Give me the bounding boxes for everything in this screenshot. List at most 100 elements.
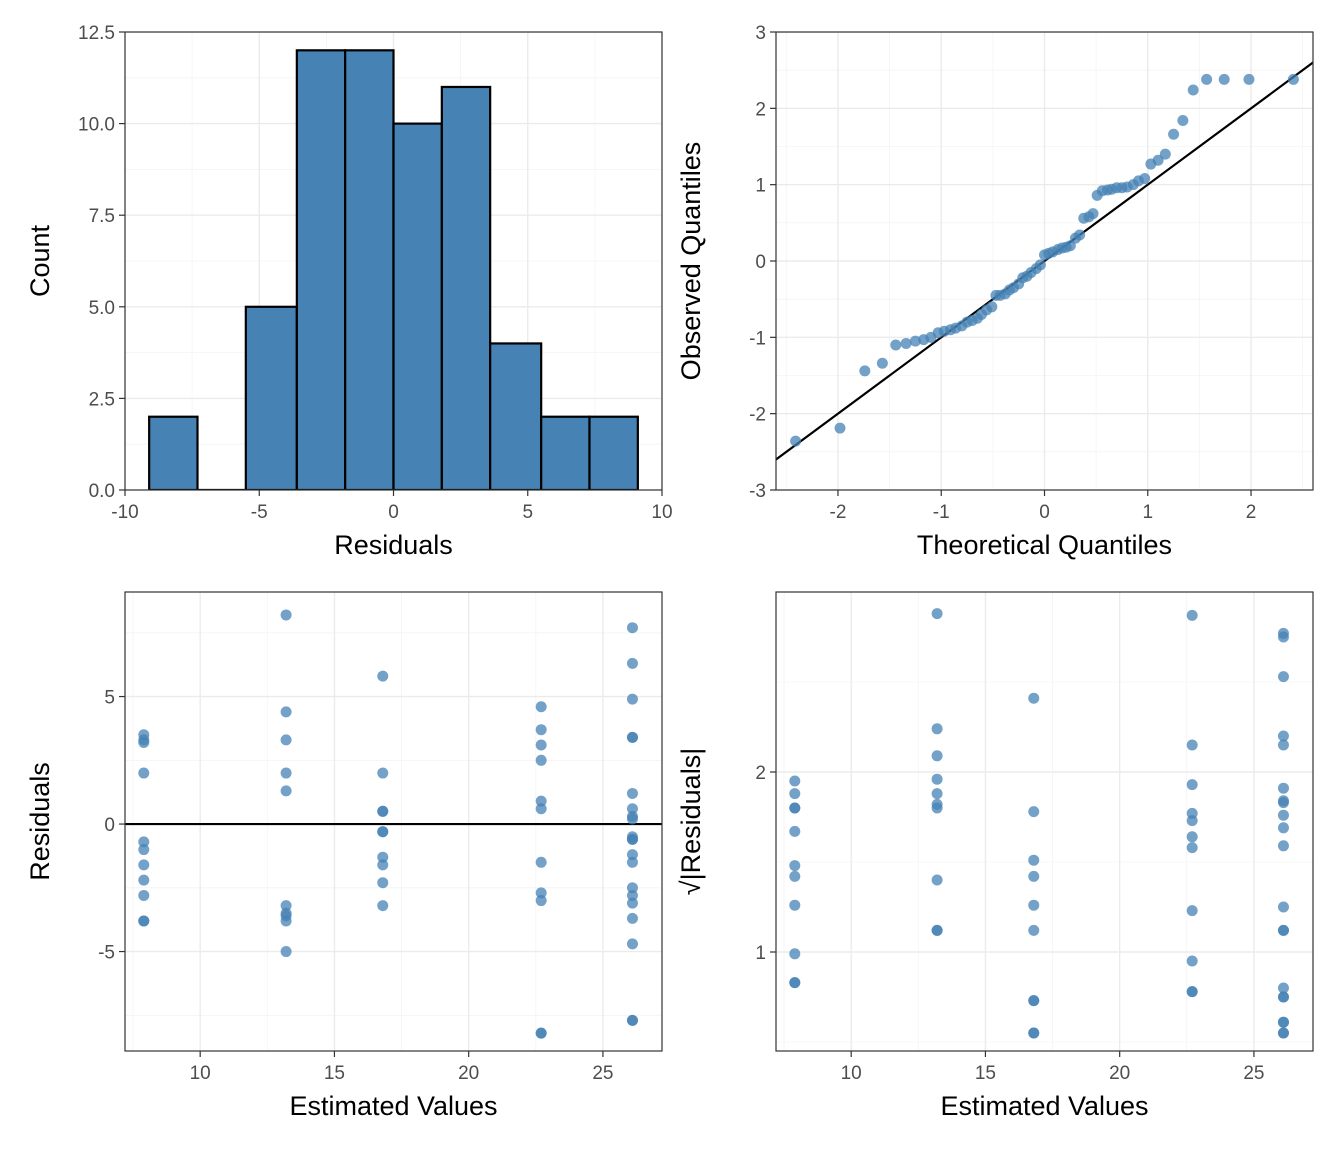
- x-tick-label: 0: [388, 502, 399, 523]
- y-tick-label: 12.5: [78, 23, 115, 44]
- data-point: [1152, 154, 1164, 166]
- data-point: [1277, 924, 1289, 936]
- data-point: [626, 849, 638, 861]
- x-axis-title: Residuals: [334, 530, 453, 560]
- data-point: [1277, 809, 1289, 821]
- data-point: [931, 788, 943, 800]
- x-axis-title: Estimated Values: [940, 1091, 1148, 1121]
- data-point: [1028, 899, 1040, 911]
- data-point: [535, 739, 547, 751]
- data-point: [377, 805, 389, 817]
- data-point: [626, 833, 638, 845]
- x-tick-label: 20: [1109, 1063, 1130, 1084]
- data-point: [280, 609, 292, 621]
- data-point: [1074, 229, 1086, 241]
- data-point: [280, 767, 292, 779]
- gridlines: [776, 32, 1313, 490]
- data-point: [859, 365, 871, 377]
- data-point: [377, 900, 389, 912]
- data-point: [535, 754, 547, 766]
- data-point: [280, 785, 292, 797]
- data-point: [909, 335, 921, 347]
- data-point: [1159, 148, 1171, 160]
- data-point: [1187, 84, 1199, 96]
- data-point: [789, 899, 801, 911]
- data-point: [931, 802, 943, 814]
- data-point: [1277, 1027, 1289, 1039]
- data-point: [138, 836, 150, 848]
- data-point: [626, 787, 638, 799]
- data-point: [1087, 208, 1099, 220]
- data-point: [931, 874, 943, 886]
- y-tick-label: 2: [755, 763, 766, 784]
- data-point: [789, 860, 801, 872]
- data-point: [626, 803, 638, 815]
- y-tick-label: 5.0: [89, 298, 115, 319]
- data-point: [535, 803, 547, 815]
- data-point: [280, 706, 292, 718]
- data-point: [986, 301, 998, 313]
- x-axis-title: Estimated Values: [289, 1091, 497, 1121]
- data-point: [1186, 815, 1198, 827]
- histogram-bar: [540, 415, 591, 490]
- qqplot-panel: -2 -1 0 1 2 -3 -2 -1 0 1 2 3 Theoretical Quantiles Ob…: [676, 23, 1314, 560]
- y-tick-label: 7.5: [89, 206, 115, 227]
- x-tick-label: 25: [592, 1063, 613, 1084]
- data-point: [377, 851, 389, 863]
- y-tick-label: 0: [755, 252, 766, 273]
- x-tick-label: 0: [1039, 502, 1050, 523]
- y-tick-label: 1: [755, 176, 766, 197]
- x-tick-label: 10: [841, 1063, 862, 1084]
- data-point: [626, 889, 638, 901]
- data-point: [1168, 128, 1180, 140]
- data-point: [931, 750, 943, 762]
- data-point: [377, 767, 389, 779]
- y-axis-title: Residuals: [25, 762, 55, 881]
- y-tick-label: 10.0: [78, 115, 115, 136]
- data-point: [1028, 995, 1040, 1007]
- data-point: [138, 915, 150, 927]
- data-point: [535, 795, 547, 807]
- data-point: [789, 788, 801, 800]
- data-point: [1277, 901, 1289, 913]
- data-point: [1186, 779, 1198, 791]
- data-point: [834, 422, 846, 434]
- data-point: [931, 773, 943, 785]
- data-point: [931, 723, 943, 735]
- data-point: [1028, 806, 1040, 818]
- data-point: [1186, 842, 1198, 854]
- data-point: [1277, 671, 1289, 683]
- data-point: [789, 825, 801, 837]
- data-point: [1201, 73, 1213, 85]
- data-point: [1218, 73, 1230, 85]
- reference-line: [776, 61, 1313, 461]
- data-point: [626, 622, 638, 634]
- y-tick-label: 2.5: [89, 389, 115, 410]
- data-point: [1028, 692, 1040, 704]
- panel-frame: [775, 591, 1314, 1052]
- data-point: [535, 856, 547, 868]
- data-point: [535, 724, 547, 736]
- data-point: [1277, 739, 1289, 751]
- x-tick-label: -1: [933, 502, 950, 523]
- data-point: [535, 701, 547, 713]
- data-point: [1277, 982, 1289, 994]
- histogram-bar: [344, 49, 395, 490]
- x-tick-label: -2: [830, 502, 847, 523]
- data-point: [626, 856, 638, 868]
- data-point: [1186, 739, 1198, 751]
- data-point: [1277, 840, 1289, 852]
- data-point: [1243, 73, 1255, 85]
- data-point: [535, 895, 547, 907]
- data-point: [626, 693, 638, 705]
- data-point: [1277, 782, 1289, 794]
- histogram-bar: [295, 49, 347, 490]
- data-layer: [789, 608, 1289, 1039]
- x-tick-label: 25: [1243, 1063, 1264, 1084]
- y-tick-label: -1: [749, 328, 766, 349]
- y-tick-label: 3: [755, 23, 766, 44]
- x-tick-label: 10: [190, 1063, 211, 1084]
- histogram-bar: [148, 415, 199, 490]
- data-point: [1186, 905, 1198, 917]
